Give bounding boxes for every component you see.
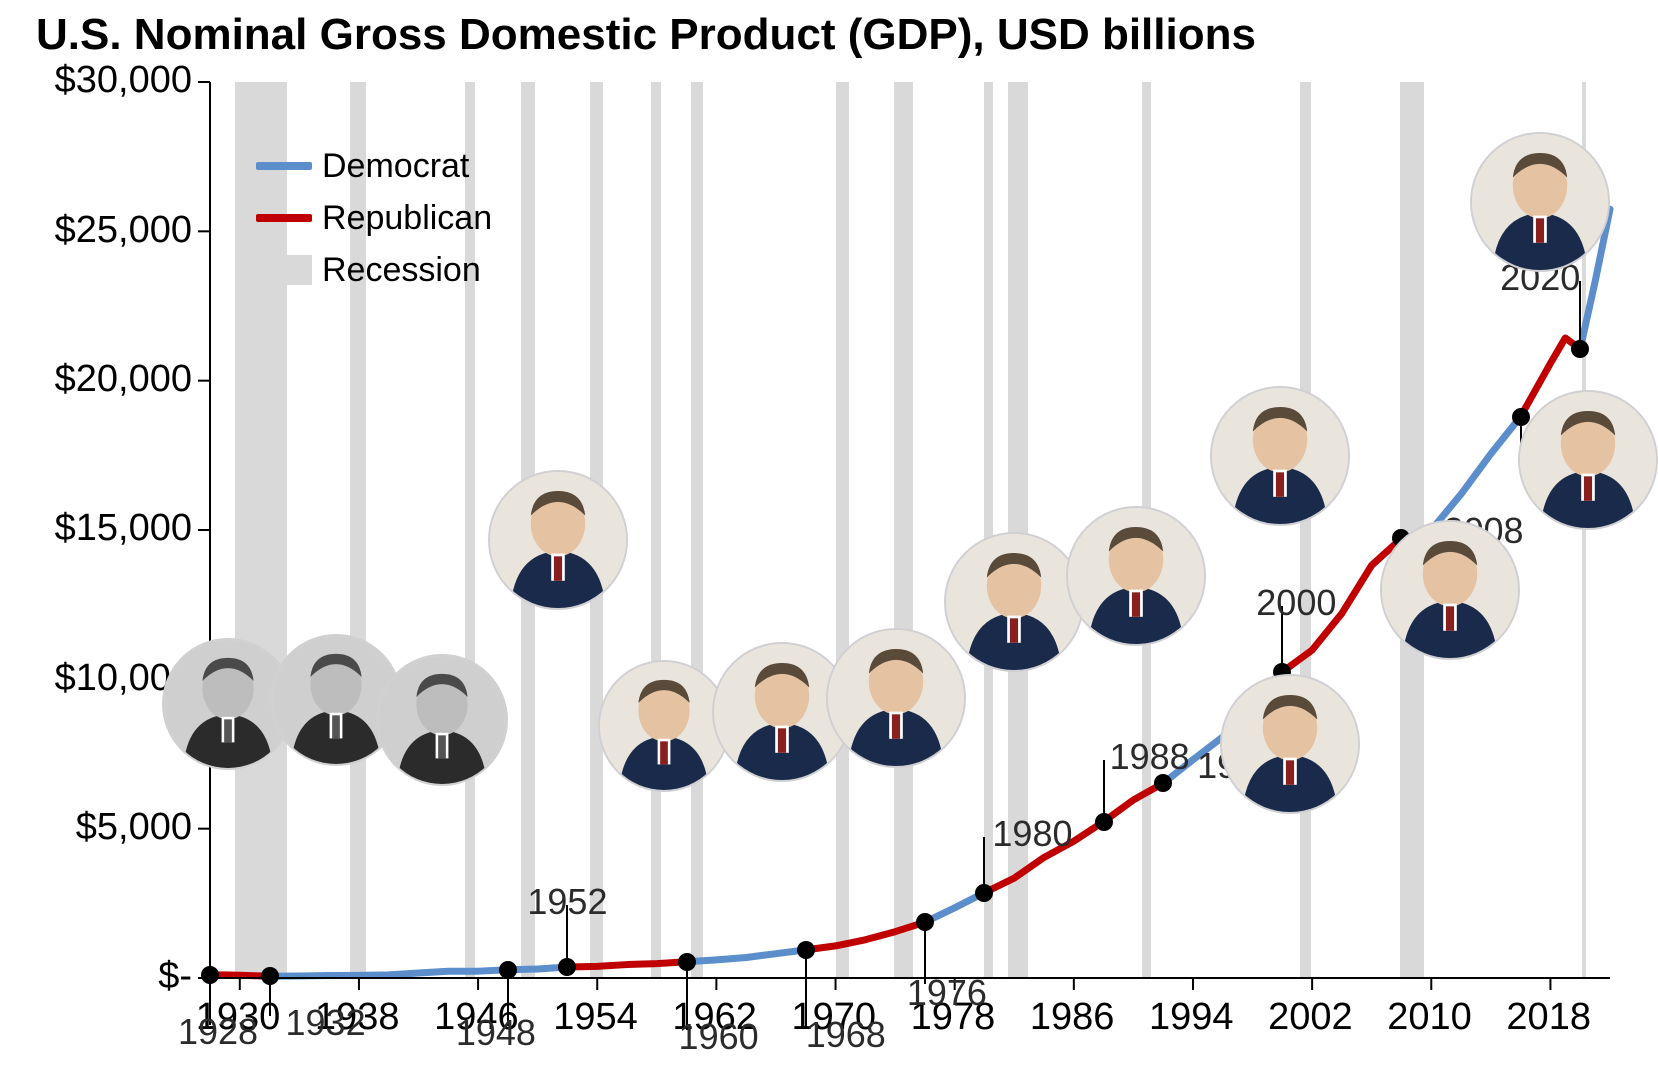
president-avatar-obama (1380, 520, 1520, 660)
marker-year-label: 2000 (1256, 582, 1336, 624)
marker-year-label: 1952 (527, 881, 607, 923)
marker-year-label: 1988 (1110, 736, 1190, 778)
marker-year-label: 1980 (992, 813, 1072, 855)
president-avatar-gwbush (1210, 386, 1350, 526)
president-avatar-clinton (1220, 674, 1360, 814)
president-avatar-carter (826, 628, 966, 768)
marker-year-label: 1960 (679, 1016, 759, 1058)
marker-year-label: 1948 (456, 1012, 536, 1054)
marker-connector (983, 837, 985, 893)
president-avatar-truman (376, 654, 508, 786)
president-avatar-reagan (944, 532, 1084, 672)
president-avatar-hwbush (1066, 506, 1206, 646)
marker-year-label: 1968 (806, 1014, 886, 1056)
marker-connector (1103, 760, 1105, 822)
president-avatar-biden (1470, 132, 1610, 272)
president-avatar-kennedy (598, 660, 730, 792)
marker-year-label: 1976 (907, 972, 987, 1014)
marker-year-label: 1932 (286, 1002, 366, 1044)
president-avatar-eisenhower (488, 470, 628, 610)
president-avatar-trump (1518, 390, 1658, 530)
marker-connector (269, 976, 271, 1016)
marker-year-label: 1928 (178, 1011, 258, 1053)
